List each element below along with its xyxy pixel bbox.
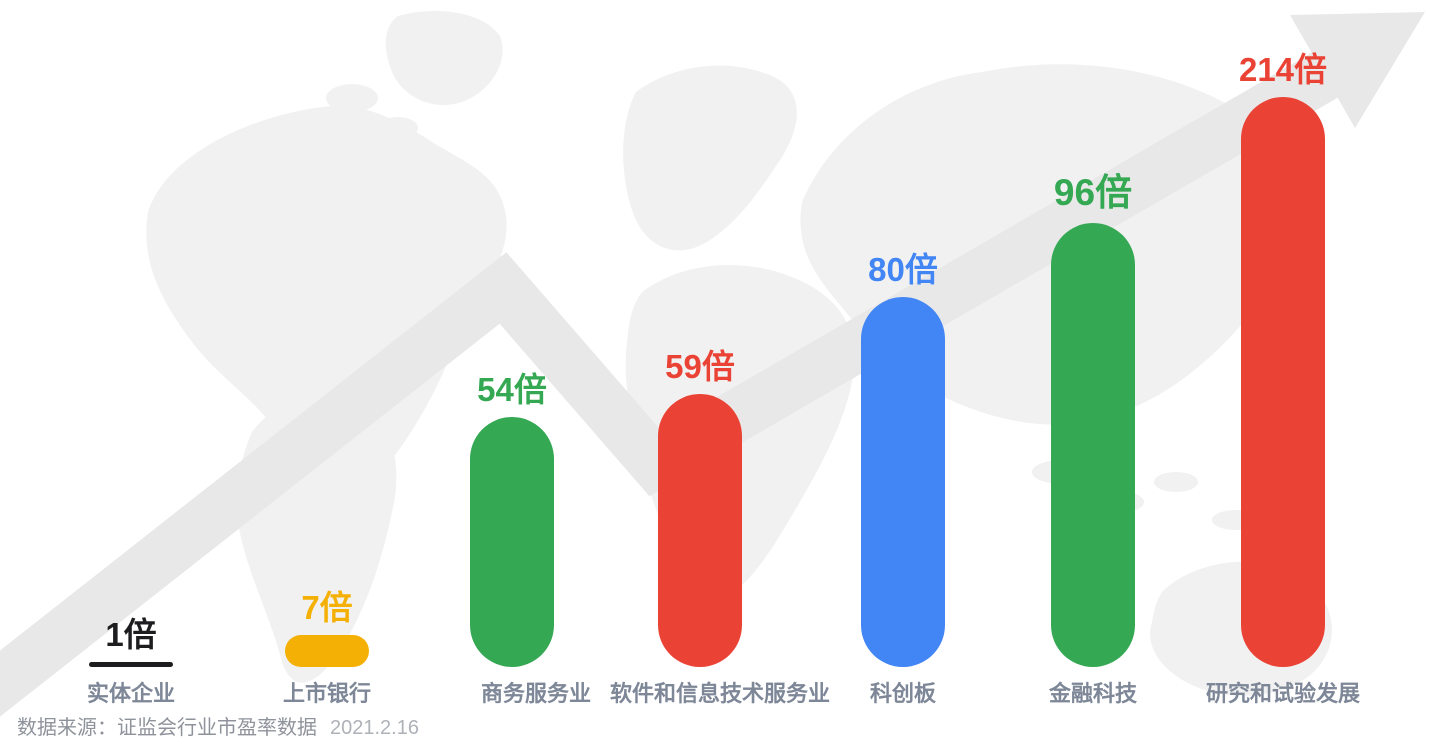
category-label: 商务服务业 (480, 681, 591, 706)
bar-group: 214倍 研究和试验发展 (1193, 0, 1373, 753)
category-label: 软件和信息技术服务业 (610, 681, 831, 706)
upward-trend-arrow-icon (0, 12, 1425, 717)
data-source-date: 2021.2.16 (330, 717, 419, 739)
category-label: 金融科技 (1048, 681, 1137, 706)
bar-value-label: 54倍 (477, 370, 547, 408)
bar-group: 54倍 商务服务业 (422, 0, 602, 753)
data-source: 数据来源：证监会行业市盈率数据 2021.2.16 (17, 711, 419, 740)
bar-group: 96倍 金融科技 (1003, 0, 1183, 753)
category-label: 研究和试验发展 (1205, 681, 1360, 706)
bar-value-label: 7倍 (301, 588, 353, 626)
bar-group: 1倍 实体企业 (41, 0, 221, 753)
bar (285, 635, 369, 667)
bar (1051, 223, 1135, 667)
bar (861, 297, 945, 667)
bar (658, 394, 742, 667)
bar-value-label: 214倍 (1238, 50, 1328, 88)
bar-value-label: 80倍 (868, 250, 938, 288)
bar-value-label: 1倍 (105, 615, 157, 653)
data-source-text: 数据来源：证监会行业市盈率数据 (17, 717, 317, 739)
bar (89, 662, 173, 667)
category-label: 上市银行 (282, 681, 371, 706)
bar-group: 7倍 上市银行 (237, 0, 417, 753)
bar-value-label: 96倍 (1053, 172, 1133, 214)
bar-group: 80倍 科创板 (813, 0, 993, 753)
category-label: 科创板 (869, 681, 936, 706)
bar (470, 417, 554, 667)
bar-group: 59倍 软件和信息技术服务业 (610, 0, 831, 753)
category-label: 实体企业 (86, 681, 175, 706)
bar (1241, 97, 1325, 667)
bar-value-label: 59倍 (665, 347, 735, 385)
